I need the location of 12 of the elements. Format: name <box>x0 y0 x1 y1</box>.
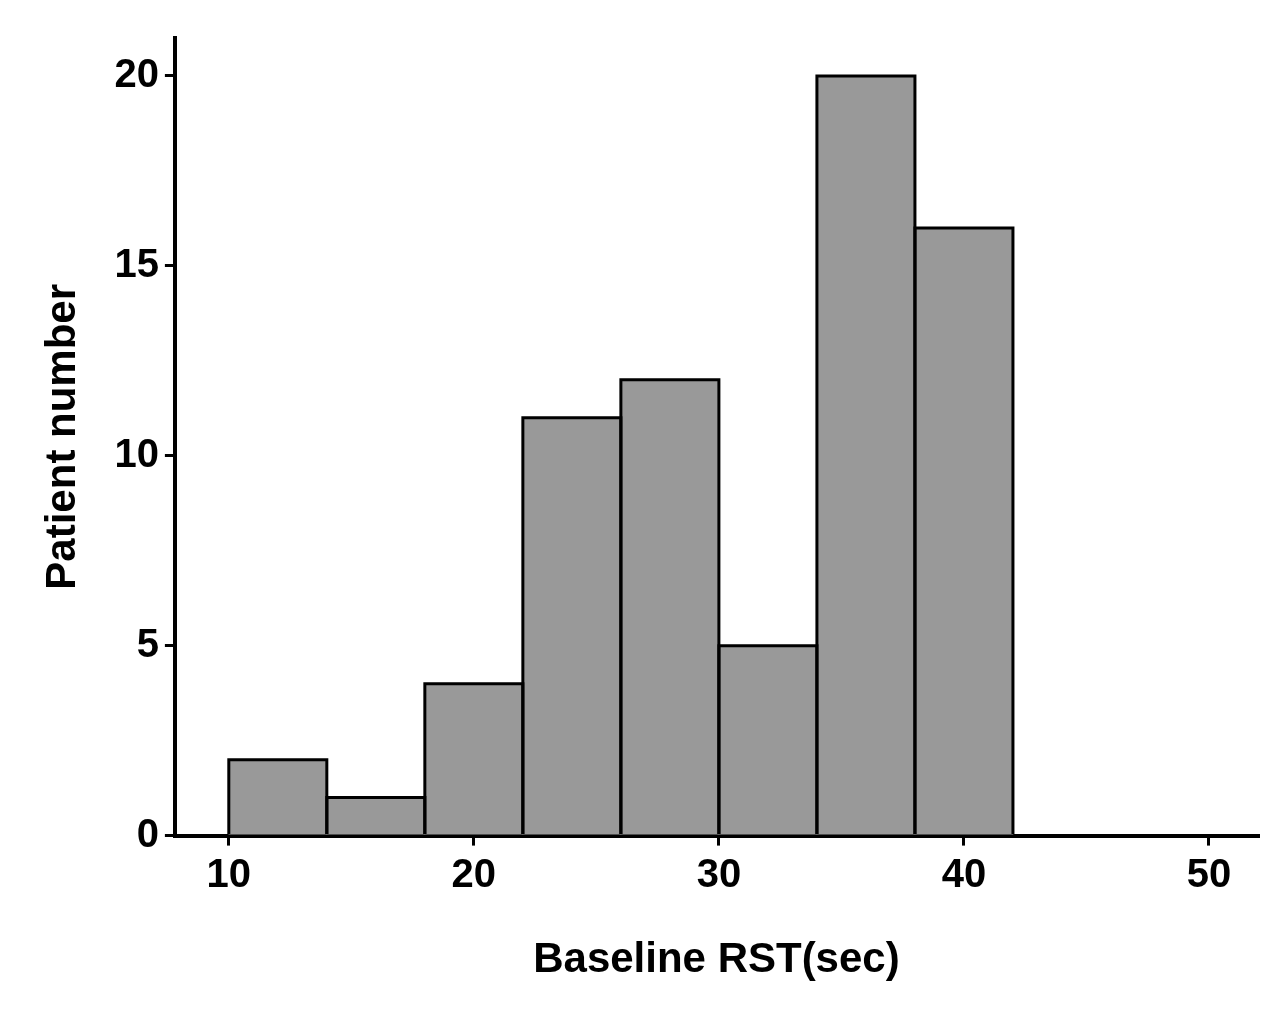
y-tick-label: 5 <box>136 620 159 665</box>
x-tick-label: 20 <box>451 850 497 895</box>
x-axis-title: Baseline RST(sec) <box>533 934 900 982</box>
y-tick-label: 10 <box>114 430 159 475</box>
y-tick-label: 20 <box>114 51 159 96</box>
y-tick-label: 0 <box>136 810 159 855</box>
x-tick-label: 10 <box>206 850 252 895</box>
y-axis-title: Patient number <box>36 283 84 590</box>
y-tick-label: 15 <box>114 240 159 285</box>
x-tick-label: 30 <box>696 850 742 895</box>
x-tick-label: 40 <box>941 850 987 895</box>
x-tick-label: 50 <box>1186 850 1232 895</box>
